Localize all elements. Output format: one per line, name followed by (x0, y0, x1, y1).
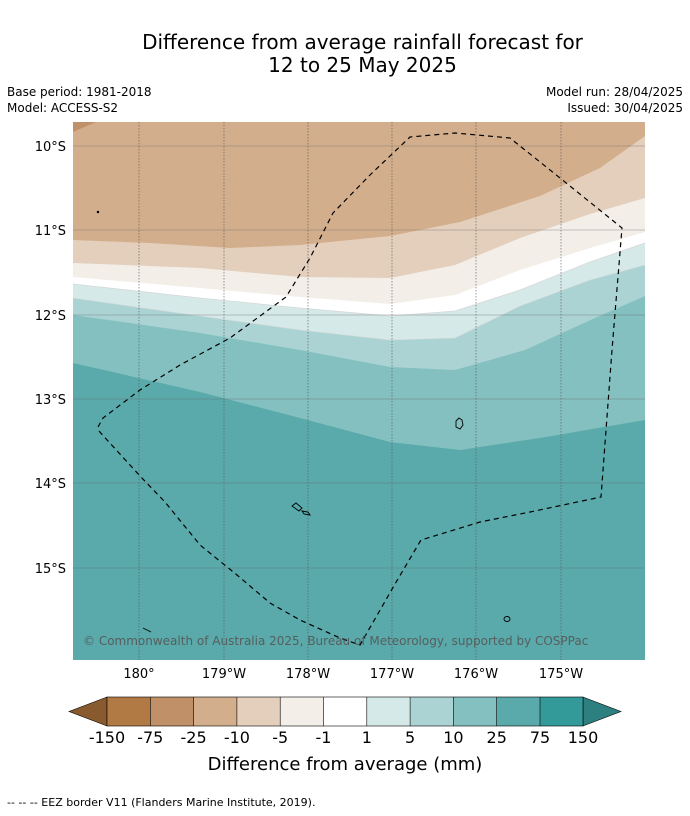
eez-border (97, 132, 623, 646)
colorbar-segment (410, 697, 454, 726)
lon-label-177W: 177°W (370, 667, 414, 682)
map-title: Difference from average rainfall forecas… (0, 31, 690, 77)
colorbar-tick: -75 (137, 728, 163, 747)
islands (96, 210, 511, 633)
issued-date: Issued: 30/04/2025 (567, 101, 683, 115)
colorbar-segment (323, 697, 367, 726)
lat-label-12S: 12°S (35, 309, 66, 324)
lon-label-179W: 179°W (202, 667, 246, 682)
colorbar-segment (366, 697, 411, 726)
colorbar-segment (280, 697, 324, 726)
colorbar-tick: -10 (224, 728, 250, 747)
lat-label-14S: 14°S (35, 477, 66, 492)
meta-right: Model run: 28/04/2025 Issued: 30/04/2025 (546, 84, 683, 116)
colorbar-tick: -5 (272, 728, 288, 747)
colorbar-segment (496, 697, 540, 726)
colorbar-max-arrow (582, 696, 622, 727)
graticule (138, 122, 562, 660)
band-minus25-minus10 (73, 122, 645, 248)
colorbar-segment (150, 697, 194, 726)
colorbar-segment (236, 697, 281, 726)
base-period: Base period: 1981-2018 (7, 85, 152, 99)
colorbar-tick: 25 (487, 728, 507, 747)
title-line-2: 12 to 25 May 2025 (268, 53, 457, 77)
lat-labels: 10°S 11°S 12°S 13°S 14°S 15°S (35, 140, 66, 577)
colorbar-tick: -25 (181, 728, 207, 747)
band-minus75-minus25 (73, 122, 96, 132)
lon-label-175W: 175°W (539, 667, 583, 682)
colorbar: -150 -75 -25 -10 -5 -1 1 5 10 25 75 150 … (68, 696, 622, 775)
lat-label-13S: 13°S (35, 393, 66, 408)
colorbar-segment (540, 697, 583, 726)
colorbar-tick: 5 (405, 728, 415, 747)
colorbar-tick: 1 (362, 728, 372, 747)
colorbar-tick: -150 (89, 728, 125, 747)
lon-labels: 180° 179°W 178°W 177°W 176°W 175°W (123, 667, 583, 682)
colorbar-tick: -1 (316, 728, 332, 747)
lat-label-15S: 15°S (35, 562, 66, 577)
colorbar-tick: 10 (443, 728, 463, 747)
lon-label-180: 180° (123, 667, 154, 682)
lat-label-11S: 11°S (35, 224, 66, 239)
colorbar-segment (107, 697, 151, 726)
model-run: Model run: 28/04/2025 (545, 85, 683, 99)
colorbar-tick: 150 (568, 728, 599, 747)
lon-label-176W: 176°W (454, 667, 498, 682)
colorbar-min-arrow (68, 696, 108, 727)
colorbar-segment (193, 697, 237, 726)
lat-label-10S: 10°S (35, 140, 66, 155)
rainfall-map: © Commonwealth of Australia 2025, Bureau… (73, 122, 645, 660)
colorbar-tick: 75 (530, 728, 550, 747)
colorbar-ticks: -150 -75 -25 -10 -5 -1 1 5 10 25 75 150 (89, 728, 598, 747)
copyright-text: © Commonwealth of Australia 2025, Bureau… (83, 634, 588, 648)
model-name: Model: ACCESS-S2 (7, 101, 119, 115)
title-line-1: Difference from average rainfall forecas… (142, 30, 583, 54)
colorbar-title: Difference from average (mm) (208, 754, 483, 775)
eez-footnote: -- -- -- EEZ border V11 (Flanders Marine… (7, 796, 316, 809)
lon-label-178W: 178°W (286, 667, 330, 682)
colorbar-segment (453, 697, 497, 726)
meta-left: Base period: 1981-2018 Model: ACCESS-S2 (7, 84, 152, 116)
